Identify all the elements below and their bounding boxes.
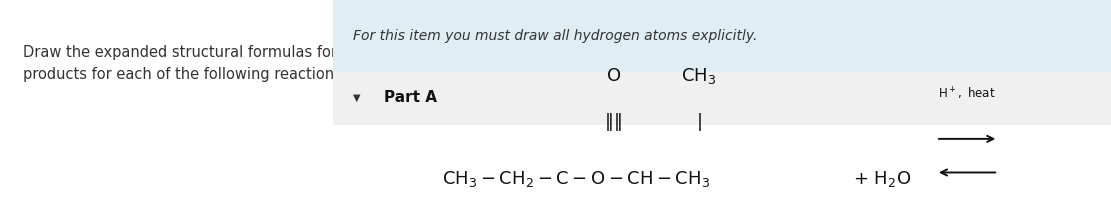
Text: $\mathrm{|}$: $\mathrm{|}$ — [695, 111, 702, 133]
Text: ▼: ▼ — [353, 93, 360, 102]
FancyBboxPatch shape — [333, 72, 1111, 125]
Text: $\mathrm{\|\|}$: $\mathrm{\|\|}$ — [604, 111, 622, 133]
Text: Part A: Part A — [384, 90, 437, 105]
Text: For this item you must draw all hydrogen atoms explicitly.: For this item you must draw all hydrogen… — [353, 29, 757, 43]
Text: $\mathrm{CH_3}$: $\mathrm{CH_3}$ — [681, 66, 717, 86]
Text: $\mathrm{CH_3-CH_2-C-O-CH-CH_3}$: $\mathrm{CH_3-CH_2-C-O-CH-CH_3}$ — [442, 169, 710, 189]
FancyBboxPatch shape — [333, 0, 1111, 72]
Text: $\mathrm{+\ H_2O}$: $\mathrm{+\ H_2O}$ — [853, 169, 911, 189]
FancyBboxPatch shape — [333, 125, 1111, 224]
Text: Draw the expanded structural formulas for the
products for each of the following: Draw the expanded structural formulas fo… — [23, 45, 366, 82]
Text: $\mathrm{H^+}$$\mathrm{,\ heat}$: $\mathrm{H^+}$$\mathrm{,\ heat}$ — [939, 86, 995, 102]
Text: $\mathrm{O}$: $\mathrm{O}$ — [605, 67, 621, 85]
